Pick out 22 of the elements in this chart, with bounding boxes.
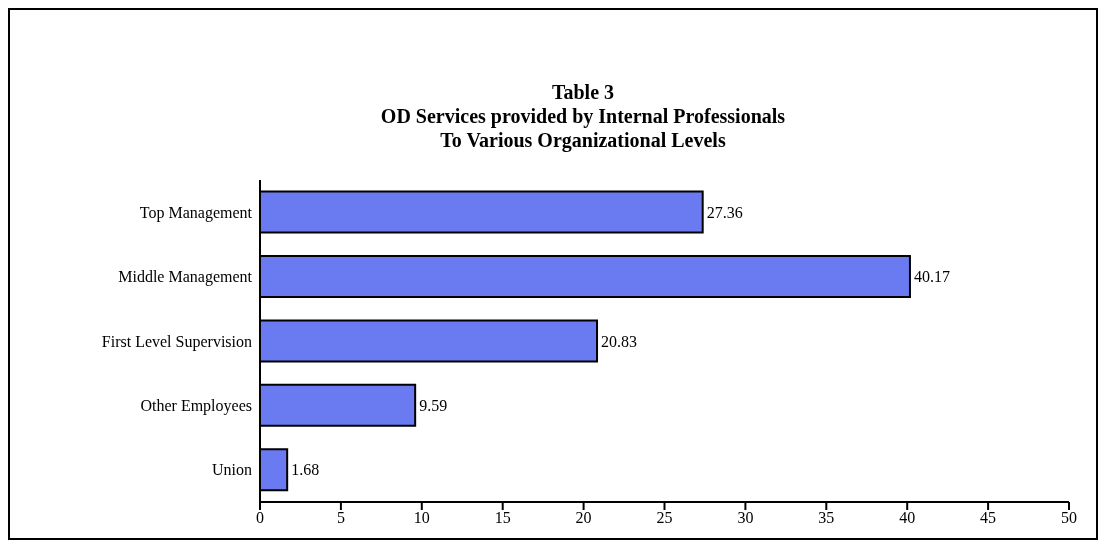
data-label: 27.36	[706, 203, 743, 221]
y-tick-label: First Level Supervision	[101, 332, 252, 351]
x-tick-label: 30	[737, 509, 754, 527]
x-tick-label: 45	[980, 509, 997, 527]
x-tick-label: 10	[413, 509, 430, 527]
x-tick-label: 20	[575, 509, 592, 527]
data-label: 20.83	[601, 332, 638, 350]
y-tick-label: Top Management	[139, 203, 253, 222]
chart-title: Table 3 OD Services provided by Internal Professionals To Various Organizational Levels	[379, 80, 787, 152]
x-tick-label: 40	[899, 509, 916, 527]
x-tick-label: 25	[656, 509, 673, 527]
x-tick-label: 0	[256, 509, 264, 527]
x-tick-label: 35	[818, 509, 835, 527]
y-tick-label: Other Employees	[140, 397, 252, 416]
y-tick-label: Middle Management	[118, 268, 253, 287]
x-tick-label: 50	[1061, 509, 1077, 527]
x-tick-label: 5	[336, 509, 345, 527]
data-label: 40.17	[913, 268, 950, 286]
data-label: 1.68	[291, 461, 320, 479]
data-label: 9.59	[419, 396, 448, 414]
x-tick-label: 15	[494, 509, 511, 527]
y-tick-label: Union	[212, 461, 252, 479]
